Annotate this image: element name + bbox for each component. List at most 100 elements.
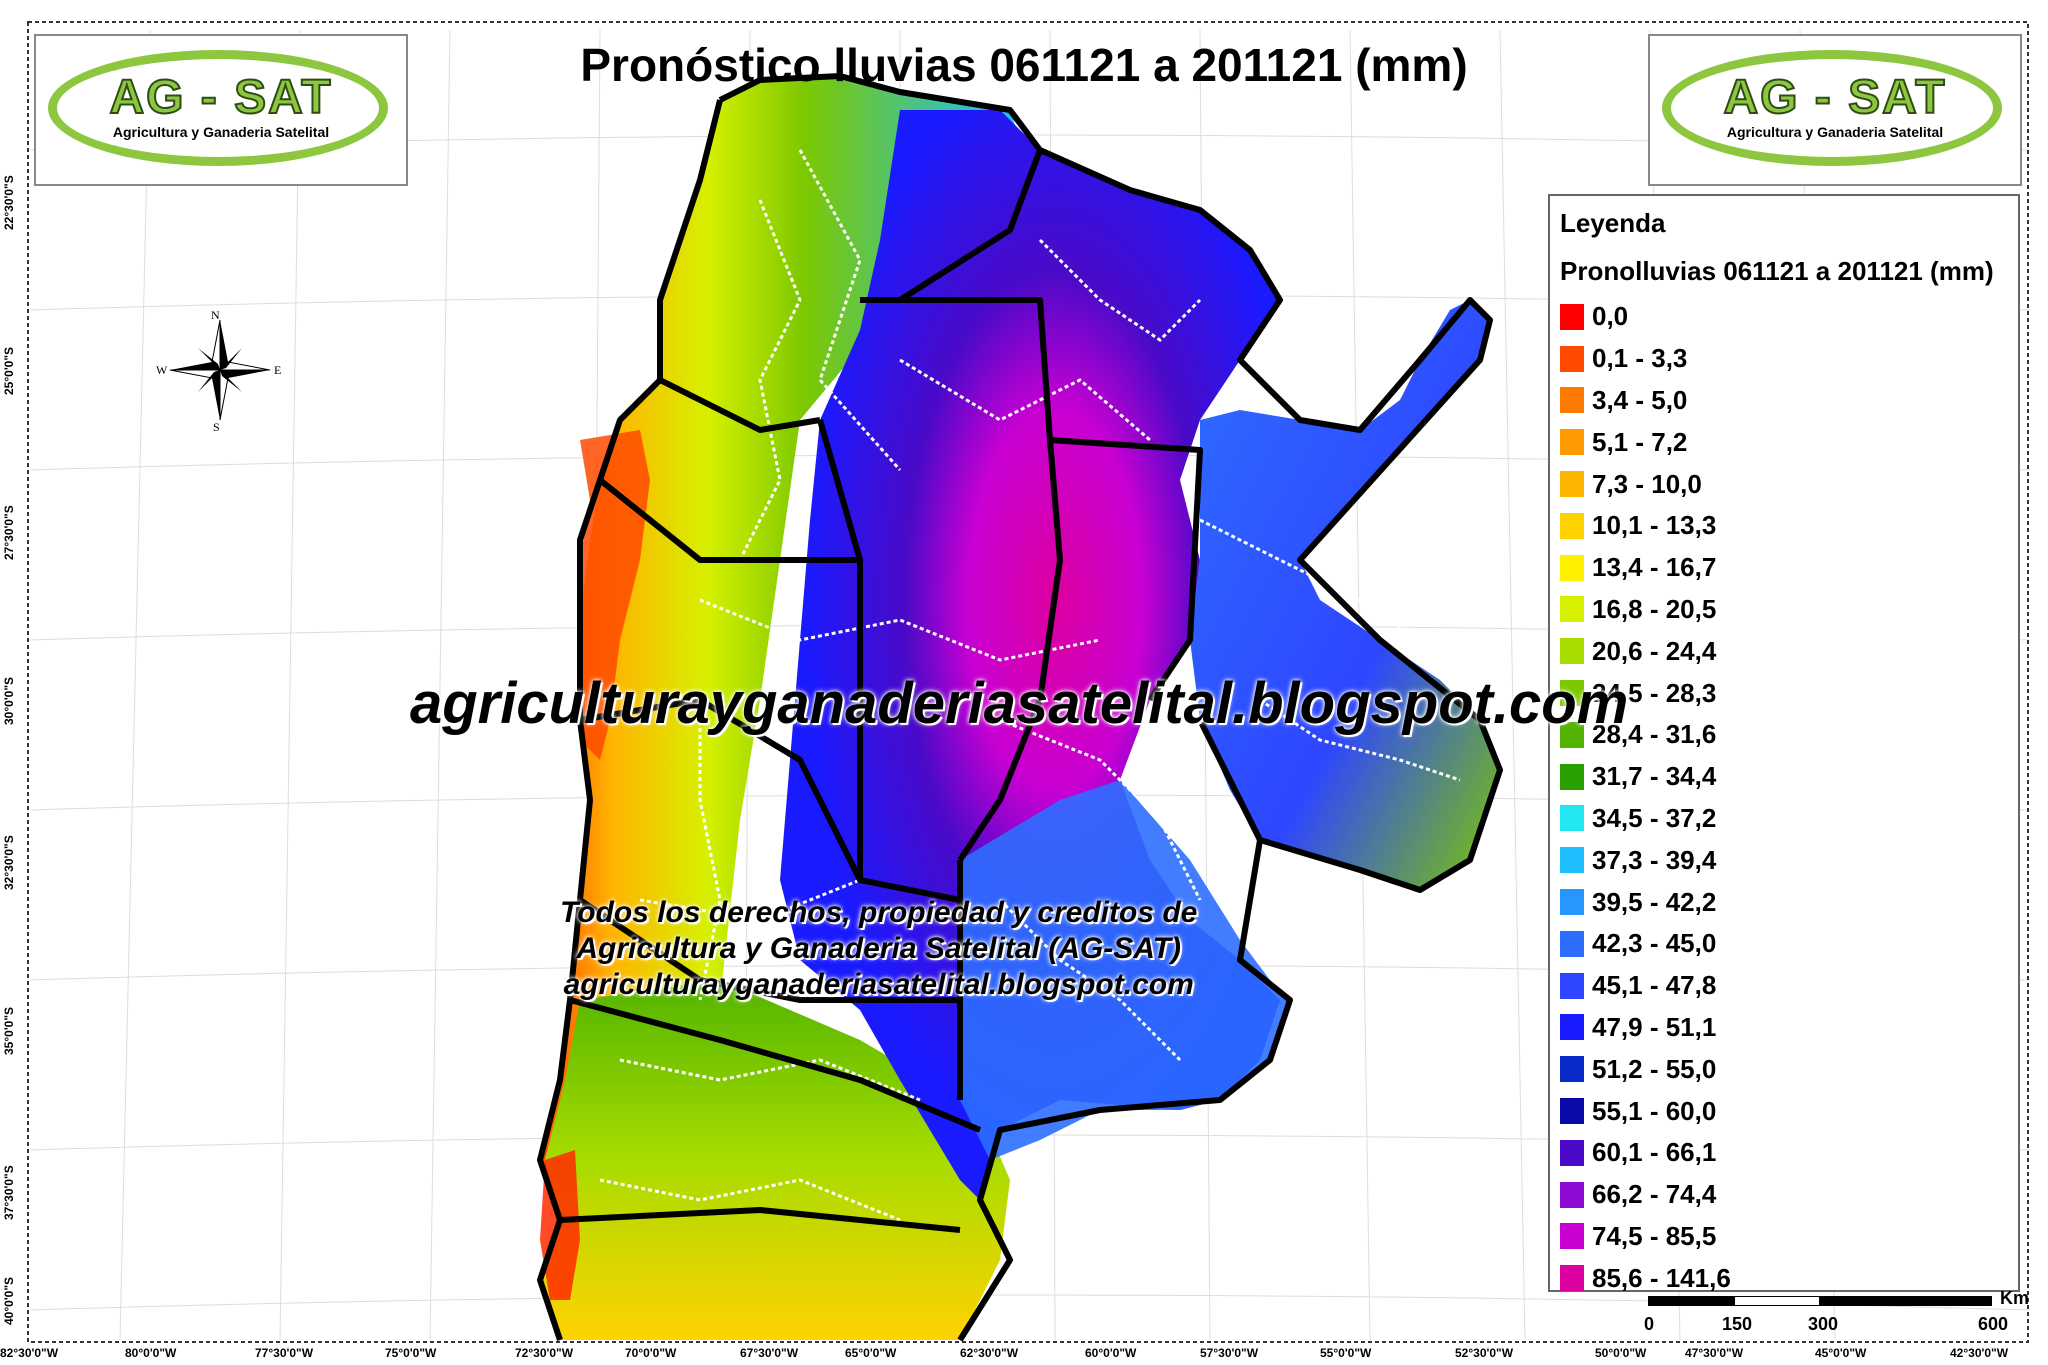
latitude-label: 30°0'0"S: [2, 676, 16, 725]
legend-item: 5,1 - 7,2: [1560, 421, 1731, 463]
latitude-label: 35°0'0"S: [2, 1006, 16, 1055]
legend-label: 45,1 - 47,8: [1592, 970, 1717, 1001]
legend-swatch: [1560, 721, 1584, 748]
scale-tick: 600: [1978, 1314, 2009, 1334]
latitude-label: 32°30'0"S: [2, 835, 16, 890]
scale-tick: 300: [1808, 1314, 1839, 1334]
legend-label: 20,6 - 24,4: [1592, 635, 1717, 666]
legend-item: 28,4 - 31,6: [1560, 714, 1731, 756]
legend-item: 31,7 - 34,4: [1560, 756, 1731, 798]
legend-subtitle: Pronolluvias 061121 a 201121 (mm): [1560, 256, 1994, 286]
credits-line: agriculturayganaderiasatelital.blogspot.…: [563, 968, 1194, 1001]
legend-swatch: [1560, 596, 1584, 623]
longitude-label: 80°0'0"W: [125, 1346, 177, 1360]
legend-label: 7,3 - 10,0: [1592, 468, 1702, 499]
legend-label: 3,4 - 5,0: [1592, 384, 1688, 415]
scale-tick: 150: [1722, 1314, 1753, 1334]
legend-label: 37,3 - 39,4: [1592, 844, 1717, 875]
legend-swatch: [1560, 930, 1584, 957]
scale-bar: 0 150 300 600 Km: [1644, 1288, 2029, 1336]
legend-swatch: [1560, 1014, 1584, 1041]
legend-label: 0,1 - 3,3: [1592, 343, 1688, 374]
logo-brand: AG - SAT: [108, 70, 333, 125]
legend-swatch: [1560, 1223, 1584, 1250]
legend-item: 34,5 - 37,2: [1560, 798, 1731, 840]
legend-label: 47,9 - 51,1: [1592, 1011, 1717, 1042]
watermark-credits: Todos los derechos, propiedad y creditos…: [560, 895, 1197, 1003]
legend-swatch: [1560, 1056, 1584, 1083]
legend-item: 55,1 - 60,0: [1560, 1090, 1731, 1132]
legend-swatch: [1560, 972, 1584, 999]
longitude-label: 60°0'0"W: [1085, 1346, 1137, 1360]
longitude-label: 77°30'0"W: [255, 1346, 314, 1360]
longitude-label: 75°0'0"W: [385, 1346, 437, 1360]
longitude-label: 57°30'0"W: [1200, 1346, 1259, 1360]
legend-list: 0,0 0,1 - 3,3 3,4 - 5,0 5,1 - 7,2 7,3 - 10,0…: [1560, 296, 1731, 1299]
legend-item: 42,3 - 45,0: [1560, 923, 1731, 965]
longitude-label: 72°30'0"W: [515, 1346, 574, 1360]
logo-brand: AG - SAT: [1722, 70, 1947, 125]
legend-label: 24,5 - 28,3: [1592, 677, 1717, 708]
legend-item: 66,2 - 74,4: [1560, 1174, 1731, 1216]
legend-item: 37,3 - 39,4: [1560, 839, 1731, 881]
legend-label: 13,4 - 16,7: [1592, 552, 1717, 583]
buenos-aires-region: [960, 780, 1290, 1160]
department-boundaries: [599, 149, 1461, 1222]
legend-label: 55,1 - 60,0: [1592, 1095, 1717, 1126]
legend-label: 28,4 - 31,6: [1592, 719, 1717, 750]
legend-label: 31,7 - 34,4: [1592, 761, 1717, 792]
map-frame: [27, 21, 2029, 1343]
logo-right: AG - SAT Agricultura y Ganaderia Satelit…: [1648, 34, 2022, 186]
logo-oval: [48, 50, 388, 166]
logo-oval: [1662, 50, 2002, 166]
compass-east-label: E: [274, 363, 282, 377]
map-title: Pronóstico lluvias 061121 a 201121 (mm): [580, 39, 1468, 91]
latitude-label: 22°30'0"S: [2, 175, 16, 230]
province-boundaries: [537, 73, 1503, 1342]
legend-item: 20,6 - 24,4: [1560, 630, 1731, 672]
legend-swatch: [1560, 345, 1584, 372]
scale-segment: [1820, 1296, 1992, 1306]
legend-item: 60,1 - 66,1: [1560, 1132, 1731, 1174]
longitude-label: 65°0'0"W: [845, 1346, 897, 1360]
legend-item: 74,5 - 85,5: [1560, 1216, 1731, 1258]
scale-unit: Km: [2000, 1288, 2030, 1308]
compass-rose-icon: [169, 319, 271, 421]
legend-item: 45,1 - 47,8: [1560, 965, 1731, 1007]
longitude-label: 55°0'0"W: [1320, 1346, 1372, 1360]
legend-swatch: [1560, 1139, 1584, 1166]
scale-segment: [1648, 1296, 1734, 1306]
logo-subtitle: Agricultura y Ganaderia Satelital: [112, 124, 330, 140]
credits-line: Agricultura y Ganaderia Satelital (AG-SA…: [576, 932, 1181, 965]
legend-label: 42,3 - 45,0: [1592, 928, 1717, 959]
compass-west-label: W: [156, 363, 168, 377]
legend-swatch: [1560, 387, 1584, 414]
legend-label: 0,0: [1592, 301, 1629, 332]
southern-region: [540, 980, 1010, 1340]
northeast-region: [1190, 300, 1500, 890]
longitude-label: 70°0'0"W: [625, 1346, 677, 1360]
legend-swatch: [1560, 763, 1584, 790]
credits-line: Todos los derechos, propiedad y creditos…: [560, 896, 1198, 929]
andes-dry-strip: [580, 430, 650, 760]
legend-label: 16,8 - 20,5: [1592, 593, 1717, 624]
logo-left: AG - SAT Agricultura y Ganaderia Satelit…: [34, 34, 408, 186]
legend-label: 60,1 - 66,1: [1592, 1137, 1717, 1168]
legend-item: 51,2 - 55,0: [1560, 1048, 1731, 1090]
legend-label: 34,5 - 37,2: [1592, 802, 1717, 833]
legend-swatch: [1560, 429, 1584, 456]
legend-swatch: [1560, 680, 1584, 707]
legend-item: 39,5 - 42,2: [1560, 881, 1731, 923]
legend-swatch: [1560, 638, 1584, 665]
legend-item: 47,9 - 51,1: [1560, 1007, 1731, 1049]
compass-north-label: N: [211, 308, 220, 322]
legend-item: 7,3 - 10,0: [1560, 463, 1731, 505]
latitude-label: 37°30'0"S: [2, 1165, 16, 1220]
legend-swatch: [1560, 847, 1584, 874]
legend-label: 10,1 - 13,3: [1592, 510, 1717, 541]
legend-title: Leyenda: [1560, 208, 1666, 238]
legend-swatch: [1560, 1265, 1584, 1292]
legend-item: 85,6 - 141,6: [1560, 1257, 1731, 1299]
legend-item: 0,1 - 3,3: [1560, 338, 1731, 380]
